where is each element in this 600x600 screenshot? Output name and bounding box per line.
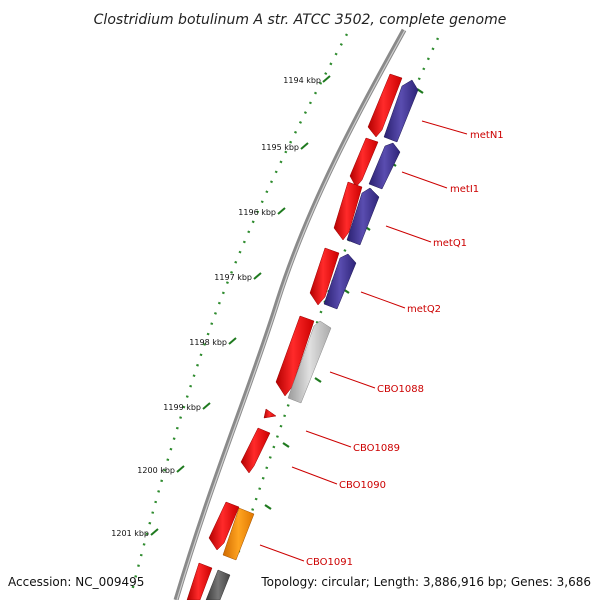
kbp-tick-mark: [300, 142, 309, 150]
kbp-tick-mark: [202, 402, 211, 410]
kbp-tick-label: 1201 kbp: [111, 529, 149, 538]
page-title: Clostridium botulinum A str. ATCC 3502, …: [94, 12, 507, 28]
gene-arrow-forward[interactable]: [349, 137, 379, 188]
reverse-genes: [205, 79, 419, 600]
gene-arrow-reverse[interactable]: [368, 142, 401, 190]
gene-label-metQ1[interactable]: metQ1: [433, 238, 467, 249]
connector-line: [421, 120, 468, 135]
kbp-tick-label: 1194 kbp: [283, 76, 321, 85]
gene-arrow-forward[interactable]: [367, 73, 403, 138]
kbp-tick-label: 1200 kbp: [137, 466, 175, 475]
connector-line: [385, 225, 432, 243]
gene-labels: metN1 metI1 metQ1 metQ2 CBO1088 CBO1089 …: [306, 130, 504, 568]
genome-backbone-highlight: [176, 29, 406, 600]
gene-arrow-forward[interactable]: [240, 427, 271, 474]
gene-arrow-forward[interactable]: [333, 181, 363, 241]
kbp-tick-mark: [176, 465, 185, 473]
kbp-tick-mark: [322, 75, 331, 83]
topology-text: Topology: circular; Length: 3,886,916 bp…: [260, 575, 591, 589]
kbp-tick-label: 1195 kbp: [261, 143, 299, 152]
gene-label-CBO1091[interactable]: CBO1091: [306, 557, 353, 568]
connector-line: [401, 171, 448, 189]
ring-dash: [282, 442, 290, 448]
gene-arrow-forward[interactable]: [186, 562, 213, 600]
gene-arrow-dark[interactable]: [205, 569, 231, 600]
connector-line: [329, 371, 376, 389]
connector-line: [259, 544, 305, 562]
kbp-tick-mark: [150, 528, 159, 536]
gene-label-CBO1090[interactable]: CBO1090: [339, 480, 386, 491]
gene-arrow-pseudo[interactable]: [287, 320, 332, 404]
gene-label-metQ2[interactable]: metQ2: [407, 304, 441, 315]
kbp-tick-label: 1198 kbp: [189, 338, 227, 347]
gene-arrow-reverse[interactable]: [323, 253, 357, 310]
gene-arrow-forward-small[interactable]: [263, 408, 277, 419]
connector-line: [291, 466, 338, 485]
gene-label-CBO1088[interactable]: CBO1088: [377, 384, 424, 395]
gene-arrow-reverse[interactable]: [383, 79, 419, 143]
gene-label-metN1[interactable]: metN1: [470, 130, 504, 141]
connector-line: [360, 291, 406, 309]
kbp-tick-group: 1194 kbp 1195 kbp 1196 kbp 1197 kbp 1198…: [111, 75, 331, 538]
forward-genes: [186, 73, 403, 600]
connector-line: [305, 430, 352, 448]
accession-text: Accession: NC_009495: [8, 575, 144, 589]
kbp-tick-label: 1199 kbp: [163, 403, 201, 412]
ring-dash: [314, 377, 322, 383]
gene-arrow-reverse[interactable]: [346, 187, 380, 246]
kbp-tick-label: 1196 kbp: [238, 208, 276, 217]
gene-arrow-forward[interactable]: [309, 247, 340, 306]
gene-label-CBO1089[interactable]: CBO1089: [353, 443, 400, 454]
kbp-tick-mark: [253, 272, 262, 280]
gene-arrow-orange[interactable]: [222, 507, 255, 561]
ring-dash: [264, 504, 272, 510]
label-connectors: [259, 120, 468, 562]
kbp-tick-mark: [277, 207, 286, 215]
kbp-tick-label: 1197 kbp: [214, 273, 252, 282]
gene-arrow-forward[interactable]: [275, 315, 315, 397]
gene-arrow-forward[interactable]: [208, 501, 240, 551]
gene-label-metI1[interactable]: metI1: [450, 184, 479, 195]
kbp-tick-mark: [228, 337, 237, 345]
genome-backbone: [173, 28, 407, 600]
